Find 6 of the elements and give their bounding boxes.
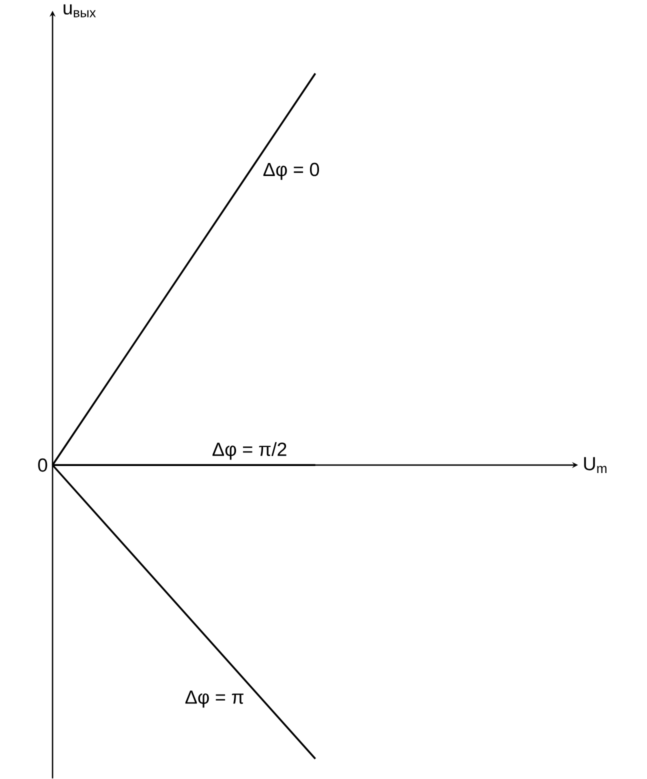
x-axis-title: U$_{m}$ — [584, 457, 606, 473]
y-axis-title: u$_{вых}$ — [64, 4, 96, 18]
series-label: Δφ = π — [185, 690, 244, 708]
text: 0 — [38, 458, 47, 472]
series-label: Δφ = π/2 — [212, 442, 286, 460]
series-label: Δφ = 0 — [263, 162, 319, 180]
